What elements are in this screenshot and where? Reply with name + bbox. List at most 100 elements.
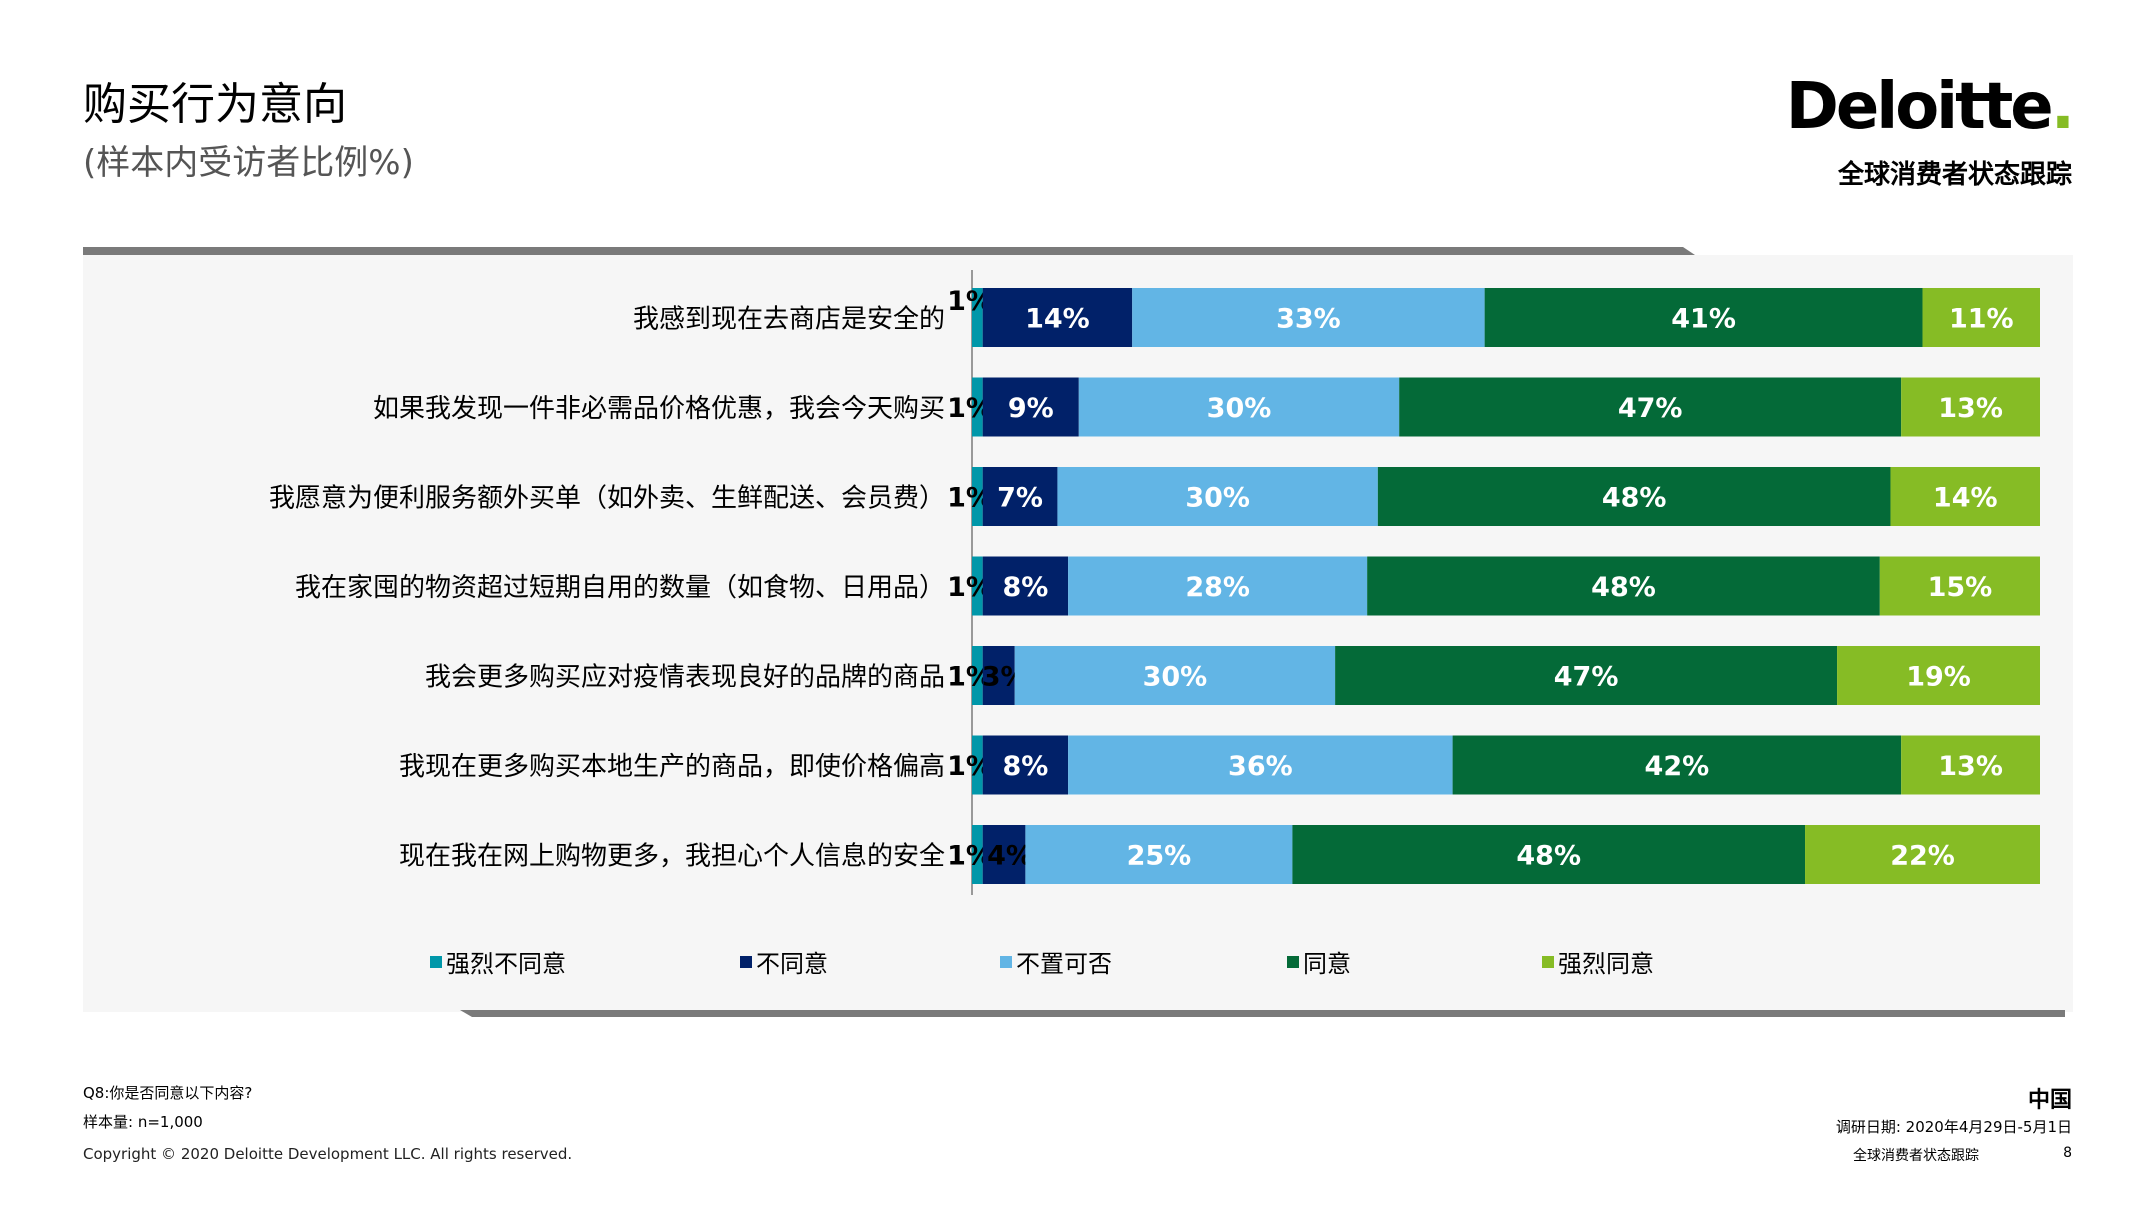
data-label: 41% <box>1671 304 1736 335</box>
bar-segment <box>1901 735 2040 795</box>
data-label: 42% <box>1645 751 1710 782</box>
page-title: 购买行为意向 <box>83 79 347 130</box>
bar-segment <box>1922 288 2040 347</box>
category-label: 我现在更多购买本地生产的商品，即使价格偏高 <box>399 752 945 782</box>
data-label: 13% <box>1938 751 2003 782</box>
bar-segment <box>1335 646 1838 705</box>
bar-segment <box>972 556 983 616</box>
data-label: 11% <box>1949 304 2014 335</box>
bar-segment <box>1292 825 1806 884</box>
legend-label: 同意 <box>1303 950 1351 978</box>
bar-segment <box>1837 646 2040 705</box>
data-label: 9% <box>1008 393 1054 424</box>
category-label: 我会更多购买应对疫情表现良好的品牌的商品 <box>425 663 945 693</box>
bar-segment <box>972 735 983 795</box>
bar-segment <box>1078 377 1400 437</box>
legend-label: 强烈同意 <box>1558 950 1654 978</box>
category-label: 我愿意为便利服务额外买单（如外卖、生鲜配送、会员费） <box>269 484 945 514</box>
data-label: 30% <box>1207 393 1272 424</box>
bar-segment <box>1484 288 1923 347</box>
logo-dot: . <box>2050 70 2075 144</box>
bar-segment <box>972 467 983 526</box>
data-label: 14% <box>1933 483 1998 514</box>
bar-segment <box>1879 556 2040 616</box>
bar-segment <box>1132 288 1485 347</box>
page-number: 8 <box>2063 1145 2072 1161</box>
tracker-label: 全球消费者状态跟踪 <box>1837 160 2072 190</box>
bar-segment <box>1377 467 1891 526</box>
category-label: 我感到现在去商店是安全的 <box>633 305 945 335</box>
data-label: 13% <box>1938 393 2003 424</box>
category-label: 如果我发现一件非必需品价格优惠，我会今天购买 <box>373 394 945 424</box>
data-label: 19% <box>1906 662 1971 693</box>
bar-segment <box>1399 377 1902 437</box>
data-label: 14% <box>1025 304 1090 335</box>
data-label: 48% <box>1591 572 1656 603</box>
bar-segment <box>982 467 1058 526</box>
copyright-text: Copyright © 2020 Deloitte Development LL… <box>83 1145 573 1163</box>
bar-segment <box>1057 467 1378 526</box>
data-label: 22% <box>1890 841 1955 872</box>
data-label: 47% <box>1554 662 1619 693</box>
category-label: 现在我在网上购物更多，我担心个人信息的安全 <box>399 842 945 872</box>
bar-segment <box>972 288 983 347</box>
legend-item: 同意 <box>1287 944 1351 979</box>
bar-segment <box>1367 556 1880 616</box>
data-label: 48% <box>1602 483 1667 514</box>
bar-segment <box>1014 646 1336 705</box>
bar-segment <box>1452 735 1902 795</box>
bar-segment <box>972 825 983 884</box>
data-label: 48% <box>1516 841 1581 872</box>
legend-label: 强烈不同意 <box>446 950 566 978</box>
data-label: 47% <box>1618 393 1683 424</box>
bar-segment <box>982 288 1133 347</box>
top-divider <box>83 247 1695 255</box>
category-label: 我在家囤的物资超过短期自用的数量（如食物、日用品） <box>295 573 945 603</box>
legend-item: 强烈不同意 <box>430 944 566 979</box>
bar-segment <box>1025 825 1293 884</box>
bar-segment <box>972 646 983 705</box>
footer-tracker: 全球消费者状态跟踪 <box>1853 1148 1979 1164</box>
legend-label: 不同意 <box>756 950 828 978</box>
data-label: 28% <box>1185 572 1250 603</box>
deloitte-logo: Deloitte. <box>1785 70 2075 144</box>
bar-segment <box>972 377 983 437</box>
legend-swatch <box>740 955 752 968</box>
survey-date: 调研日期: 2020年4月29日-5月1日 <box>1835 1118 2072 1136</box>
data-label: 33% <box>1276 304 1341 335</box>
legend-swatch <box>1287 955 1299 968</box>
bar-segment <box>1901 377 2040 437</box>
bar-segment <box>982 377 1079 437</box>
logo-text: Deloitte <box>1785 70 2054 144</box>
data-label: 8% <box>1002 572 1048 603</box>
bar-segment <box>1068 735 1453 795</box>
bar-segment <box>982 556 1069 616</box>
legend-swatch <box>1542 955 1554 968</box>
data-label: 30% <box>1185 483 1250 514</box>
data-label: 15% <box>1928 572 1993 603</box>
legend-label: 不置可否 <box>1016 950 1112 978</box>
bar-segment <box>1890 467 2040 526</box>
bar-segment <box>982 825 1026 884</box>
footnote-sample: 样本量: n=1,000 <box>83 1113 203 1131</box>
data-label: 36% <box>1228 751 1293 782</box>
legend-swatch <box>1000 955 1012 968</box>
legend-item: 不同意 <box>740 944 828 979</box>
bar-segment <box>982 735 1069 795</box>
legend-item: 不置可否 <box>1000 944 1112 979</box>
data-label: 8% <box>1002 751 1048 782</box>
chart-legend: 强烈不同意 不同意 不置可否 同意 强烈同意 <box>430 944 1830 980</box>
legend-item: 强烈同意 <box>1542 944 1654 979</box>
bar-segment <box>1068 556 1368 616</box>
footnote-question: Q8:你是否同意以下内容? <box>83 1084 253 1102</box>
bar-segment <box>982 646 1015 705</box>
data-label: 25% <box>1127 841 1192 872</box>
bottom-divider <box>460 1010 2065 1017</box>
data-label: 30% <box>1143 662 1208 693</box>
legend-swatch <box>430 955 442 968</box>
country-label: 中国 <box>2027 1088 2072 1113</box>
page-subtitle: (样本内受访者比例%) <box>83 143 414 183</box>
data-label: 7% <box>997 483 1043 514</box>
data-label: 4% <box>987 841 1033 872</box>
